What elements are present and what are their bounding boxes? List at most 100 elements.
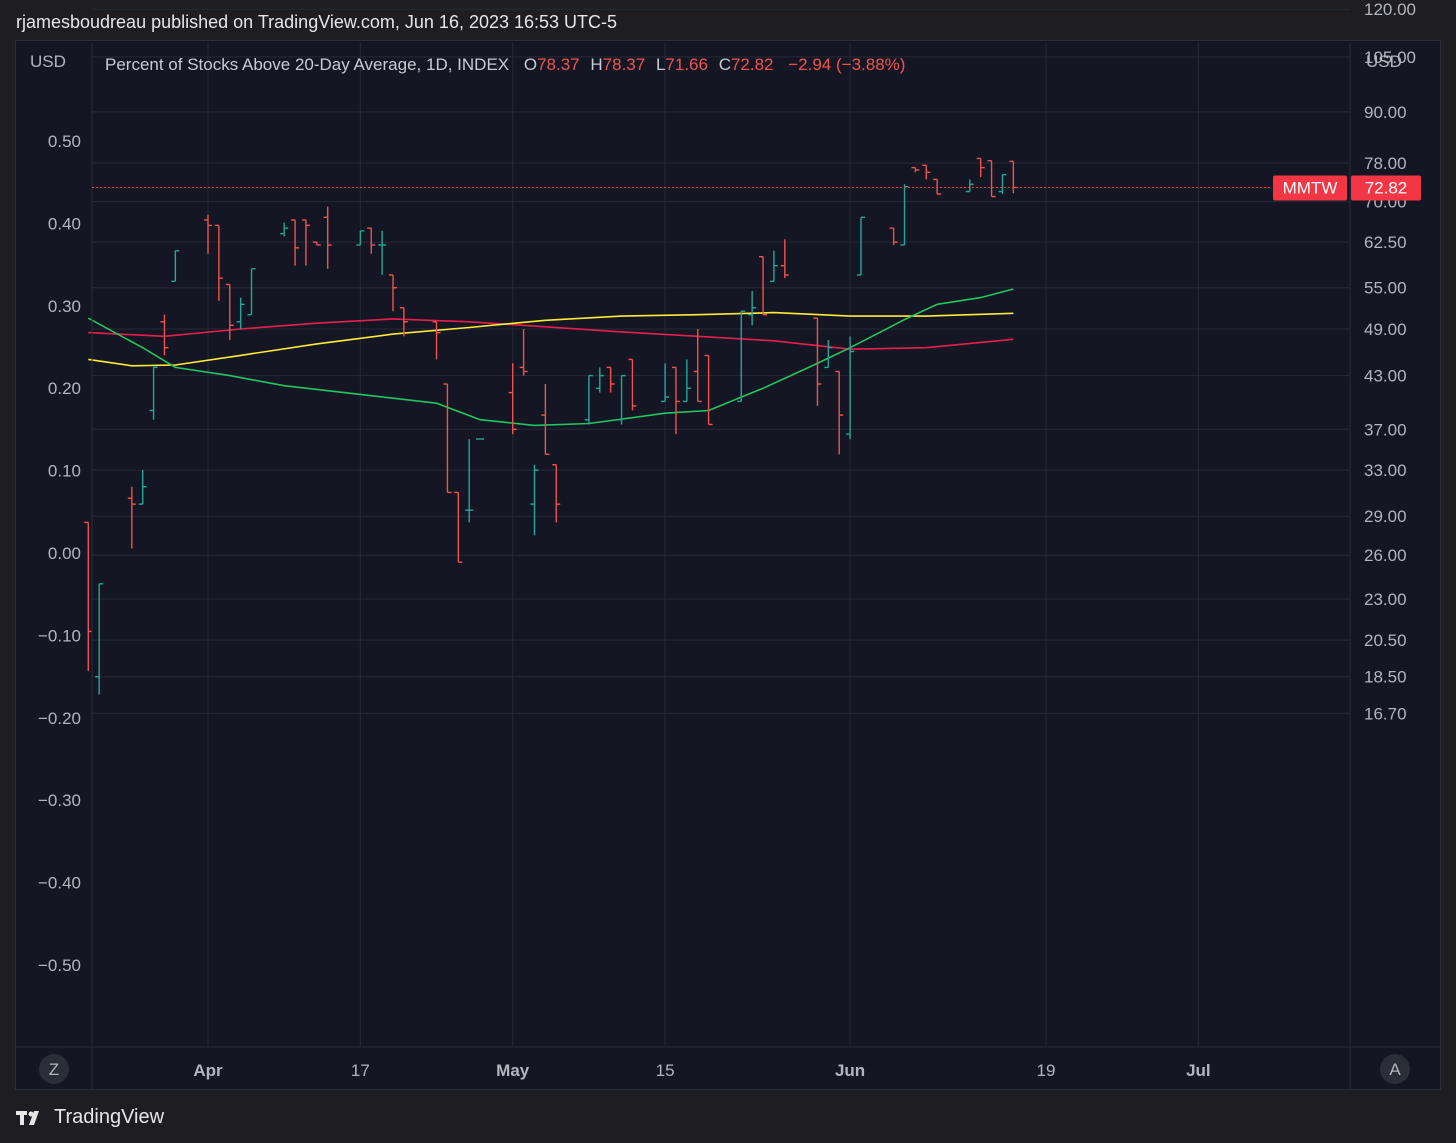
ohlc-bar[interactable]: [584, 374, 593, 425]
ohlc-bar[interactable]: [737, 310, 746, 403]
ohlc-bar[interactable]: [530, 464, 539, 536]
ohlc-bar[interactable]: [84, 521, 93, 671]
axes: 120.00105.0090.0078.0070.0062.5055.0049.…: [16, 0, 1440, 1089]
ohlc-bar[interactable]: [214, 224, 223, 301]
ohlc-bar[interactable]: [225, 283, 234, 341]
ohlc-bar[interactable]: [519, 328, 528, 376]
ohlc-bar[interactable]: [748, 290, 757, 326]
ohlc-bar[interactable]: [628, 358, 637, 411]
right-tick-label: 23.00: [1364, 590, 1407, 609]
ohlc-bar[interactable]: [138, 470, 147, 505]
ohlc-bar[interactable]: [824, 340, 833, 369]
ohlc-bar[interactable]: [759, 255, 768, 316]
footer: TradingView: [0, 1090, 1456, 1143]
ohlc-bar[interactable]: [693, 328, 702, 403]
ohlc-bar[interactable]: [976, 157, 985, 178]
ohlc-bar[interactable]: [291, 219, 300, 266]
ohlc-bar[interactable]: [552, 464, 561, 523]
ohlc-bar[interactable]: [856, 216, 865, 276]
ohlc-bar[interactable]: [617, 374, 626, 425]
right-tick-label: 18.50: [1364, 668, 1407, 687]
left-tick-label: 0.20: [48, 379, 81, 398]
ohlc-bar[interactable]: [889, 227, 898, 245]
ohlc-bar[interactable]: [541, 384, 550, 455]
ohlc-bar[interactable]: [280, 222, 289, 237]
x-tick-label: Jul: [1186, 1061, 1211, 1080]
ohlc-bar[interactable]: [1009, 160, 1018, 194]
ohlc-bar[interactable]: [987, 160, 996, 198]
brand[interactable]: TradingView: [16, 1106, 164, 1129]
legend-change: −2.94 (−3.88%): [788, 55, 905, 74]
right-tick-label: 90.00: [1364, 103, 1407, 122]
right-tick-label: 120.00: [1364, 0, 1416, 19]
right-tick-label: 62.50: [1364, 233, 1407, 252]
ohlc-bar[interactable]: [389, 274, 398, 312]
ohlc-bar[interactable]: [933, 178, 942, 195]
ohlc-bar[interactable]: [160, 314, 169, 356]
ohlc-bar[interactable]: [911, 166, 920, 173]
ohlc-bar[interactable]: [965, 179, 974, 193]
x-tick-label: Jun: [835, 1061, 865, 1080]
left-unit-label: USD: [30, 52, 66, 71]
ohlc-bar[interactable]: [149, 366, 158, 420]
ohlc-bar[interactable]: [682, 359, 691, 403]
ohlc-bar[interactable]: [780, 239, 789, 279]
svg-text:A: A: [1389, 1060, 1401, 1079]
ohlc-bar[interactable]: [769, 250, 778, 283]
right-tick-label: 43.00: [1364, 367, 1407, 386]
legend-c-value: 72.82: [731, 55, 774, 74]
ohlc-bars[interactable]: [84, 157, 1018, 695]
ohlc-bar[interactable]: [813, 317, 822, 406]
ohlc-bar[interactable]: [465, 439, 474, 523]
auto-scale-button[interactable]: A: [1380, 1054, 1410, 1084]
ohlc-bar[interactable]: [399, 307, 408, 337]
left-tick-label: −0.20: [38, 709, 81, 728]
ohlc-bar[interactable]: [835, 370, 844, 455]
tradingview-logo-icon: [16, 1110, 39, 1125]
ohlc-bar[interactable]: [301, 219, 310, 266]
ohlc-bar[interactable]: [312, 241, 321, 246]
ohlc-bar[interactable]: [236, 297, 245, 329]
chart-panel[interactable]: [15, 40, 1441, 1090]
ohlc-bar[interactable]: [171, 250, 180, 283]
ohlc-bar[interactable]: [671, 366, 680, 435]
last-price-label: 72.82: [1365, 179, 1408, 198]
left-tick-label: −0.40: [38, 874, 81, 893]
ohlc-bar[interactable]: [356, 230, 365, 246]
ohlc-bar[interactable]: [432, 321, 441, 360]
x-tick-label: 19: [1037, 1061, 1056, 1080]
ohlc-bar[interactable]: [846, 336, 855, 440]
legend-h-value: 78.37: [603, 55, 646, 74]
left-scale-button[interactable]: Z: [39, 1054, 69, 1084]
last-price-badge: [1351, 175, 1421, 201]
ohlc-bar[interactable]: [900, 184, 909, 246]
ohlc-bar[interactable]: [454, 491, 463, 563]
ohlc-bar[interactable]: [704, 354, 713, 426]
ohlc-bar[interactable]: [606, 366, 615, 393]
ohlc-bar[interactable]: [661, 363, 670, 403]
legend-l-value: 71.66: [665, 55, 708, 74]
ohlc-bar[interactable]: [204, 214, 212, 254]
ohlc-bar[interactable]: [378, 230, 387, 275]
ohlc-bar[interactable]: [508, 363, 517, 435]
ohlc-bar[interactable]: [595, 367, 604, 393]
svg-text:Z: Z: [49, 1060, 59, 1079]
ohlc-bar[interactable]: [95, 583, 104, 695]
x-tick-label: 15: [656, 1061, 675, 1080]
grid-lines: [92, 8, 1350, 1047]
ohlc-bar[interactable]: [323, 206, 332, 269]
symbol-badge: [1273, 175, 1347, 201]
legend-c-label: C: [719, 55, 731, 74]
moving-average-line: [88, 311, 1014, 367]
x-tick-label: Apr: [193, 1061, 223, 1080]
ohlc-bar[interactable]: [998, 173, 1007, 195]
legend-h-label: H: [590, 55, 602, 74]
right-tick-label: 29.00: [1364, 507, 1407, 526]
ohlc-bar[interactable]: [247, 268, 256, 316]
ohlc-bar[interactable]: [922, 164, 931, 180]
ohlc-bar[interactable]: [127, 486, 136, 549]
ohlc-bar[interactable]: [367, 227, 376, 254]
ohlc-bar[interactable]: [443, 383, 452, 494]
right-tick-label: 105.00: [1364, 48, 1416, 67]
